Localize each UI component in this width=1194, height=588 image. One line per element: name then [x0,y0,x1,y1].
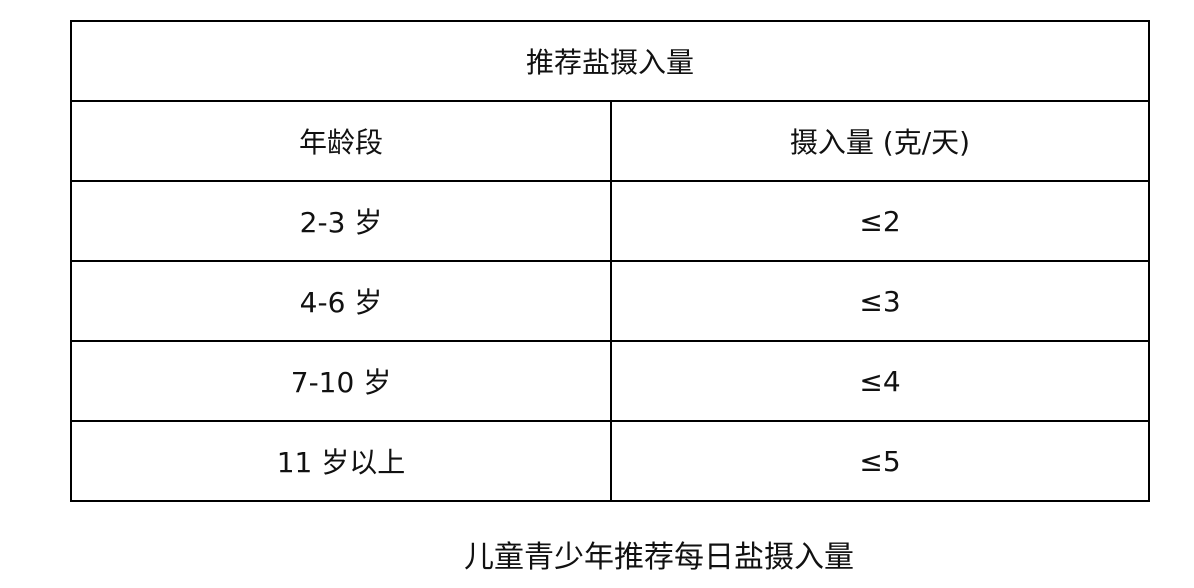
table-header-row: 年龄段 摄入量 (克/天) [70,100,1150,182]
age-cell: 4-6 岁 [70,260,612,342]
age-cell: 2-3 岁 [70,180,612,262]
table-caption: 儿童青少年推荐每日盐摄入量 [464,540,854,575]
intake-cell: ≤5 [610,420,1150,502]
intake-cell: ≤4 [610,340,1150,422]
table-row: 7-10 岁 ≤4 [70,340,1150,422]
intake-cell: ≤2 [610,180,1150,262]
salt-intake-table: 推荐盐摄入量 年龄段 摄入量 (克/天) 2-3 岁 ≤2 4-6 岁 ≤3 7… [70,20,1150,502]
table-title: 推荐盐摄入量 [70,20,1150,102]
table-row: 4-6 岁 ≤3 [70,260,1150,342]
age-cell: 11 岁以上 [70,420,612,502]
table-title-row: 推荐盐摄入量 [70,20,1150,102]
table-row: 11 岁以上 ≤5 [70,420,1150,502]
header-age: 年龄段 [70,100,612,182]
table-row: 2-3 岁 ≤2 [70,180,1150,262]
header-intake: 摄入量 (克/天) [610,100,1150,182]
age-cell: 7-10 岁 [70,340,612,422]
intake-cell: ≤3 [610,260,1150,342]
